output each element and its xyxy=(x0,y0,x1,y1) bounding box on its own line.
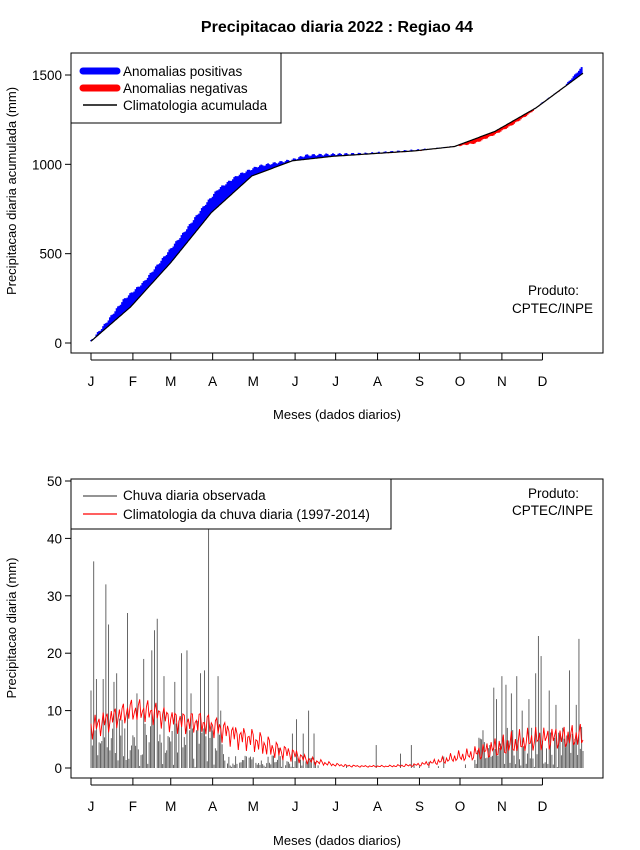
daily-legend: Chuva diaria observada Climatologia da c… xyxy=(70,478,392,530)
daily-x-tick-label: N xyxy=(497,799,507,814)
daily-y-axis-label: Precipitacao diaria (mm) xyxy=(4,558,19,699)
cumulative-panel: 0 500 1000 1500 J F M A M J J A S O N D Precipitacao d… xyxy=(4,52,604,422)
cumulative-x-axis-label: Meses (dados diarios) xyxy=(273,407,401,422)
daily-x-tick-label: J xyxy=(292,799,299,814)
daily-x-tick-label: F xyxy=(129,799,137,814)
legend-label-positive: Anomalias positivas xyxy=(123,64,243,79)
cumulative-x-tick-label: M xyxy=(248,374,259,389)
cumulative-x-tick-label: A xyxy=(208,374,217,389)
cumulative-y-axis: 0 500 1000 1500 xyxy=(32,68,71,351)
daily-x-tick-label: A xyxy=(208,799,217,814)
daily-x-tick-label: S xyxy=(415,799,424,814)
cumulative-y-tick-label: 500 xyxy=(39,247,62,262)
cumulative-x-tick-label: J xyxy=(332,374,339,389)
cumulative-x-tick-label: F xyxy=(129,374,137,389)
daily-x-tick-label: O xyxy=(455,799,466,814)
legend-label-climatology: Climatologia acumulada xyxy=(123,98,268,113)
cumulative-plot-frame xyxy=(70,52,604,354)
cumulative-x-tick-label: O xyxy=(455,374,466,389)
daily-y-axis: 0 10 20 30 40 50 xyxy=(47,474,71,776)
cumulative-annotation-line-1: Produto: xyxy=(528,283,579,298)
daily-bars-layer xyxy=(90,526,584,768)
cumulative-y-tick-label: 1000 xyxy=(32,157,62,172)
daily-annotation-line-2: CPTEC/INPE xyxy=(512,503,593,518)
cumulative-annotation-line-2: CPTEC/INPE xyxy=(512,301,593,316)
daily-legend-box xyxy=(70,478,392,530)
daily-y-tick-label: 10 xyxy=(47,704,62,719)
cumulative-x-tick-label: J xyxy=(88,374,95,389)
cumulative-climatology-line xyxy=(90,72,584,342)
daily-x-tick-label: D xyxy=(538,799,548,814)
daily-x-tick-label: M xyxy=(248,799,259,814)
daily-y-tick-label: 40 xyxy=(47,531,62,546)
cumulative-x-tick-label: M xyxy=(165,374,176,389)
legend-label-negative: Anomalias negativas xyxy=(123,81,248,96)
daily-annotation-line-1: Produto: xyxy=(528,486,579,501)
cumulative-legend: Anomalias positivas Anomalias negativas … xyxy=(70,52,282,124)
cumulative-y-axis-label: Precipitacao diaria acumulada (mm) xyxy=(4,87,19,295)
daily-y-tick-label: 30 xyxy=(47,589,62,604)
cumulative-x-tick-label: D xyxy=(538,374,548,389)
daily-x-tick-label: M xyxy=(165,799,176,814)
cumulative-x-tick-label: N xyxy=(497,374,507,389)
cumulative-x-tick-label: J xyxy=(292,374,299,389)
daily-y-tick-label: 0 xyxy=(54,761,62,776)
cumulative-y-tick-label: 1500 xyxy=(32,68,62,83)
daily-x-tick-label: A xyxy=(373,799,382,814)
cumulative-x-tick-label: S xyxy=(415,374,424,389)
daily-x-axis-label: Meses (dados diarios) xyxy=(273,833,401,848)
daily-y-tick-label: 50 xyxy=(47,474,62,489)
cumulative-x-tick-label: A xyxy=(373,374,382,389)
daily-x-tick-label: J xyxy=(332,799,339,814)
daily-climatology-line xyxy=(90,699,584,768)
cumulative-y-tick-label: 0 xyxy=(54,336,62,351)
chart-title: Precipitacao diaria 2022 : Regiao 44 xyxy=(201,19,473,36)
daily-y-tick-label: 20 xyxy=(47,646,62,661)
legend-label-daily-climatology: Climatologia da chuva diaria (1997-2014) xyxy=(123,507,370,522)
daily-panel: 0 10 20 30 40 50 J F M A M J J A S O N D Precipitacao di… xyxy=(4,474,604,848)
daily-x-tick-label: J xyxy=(88,799,95,814)
legend-label-observed: Chuva diaria observada xyxy=(123,488,266,503)
